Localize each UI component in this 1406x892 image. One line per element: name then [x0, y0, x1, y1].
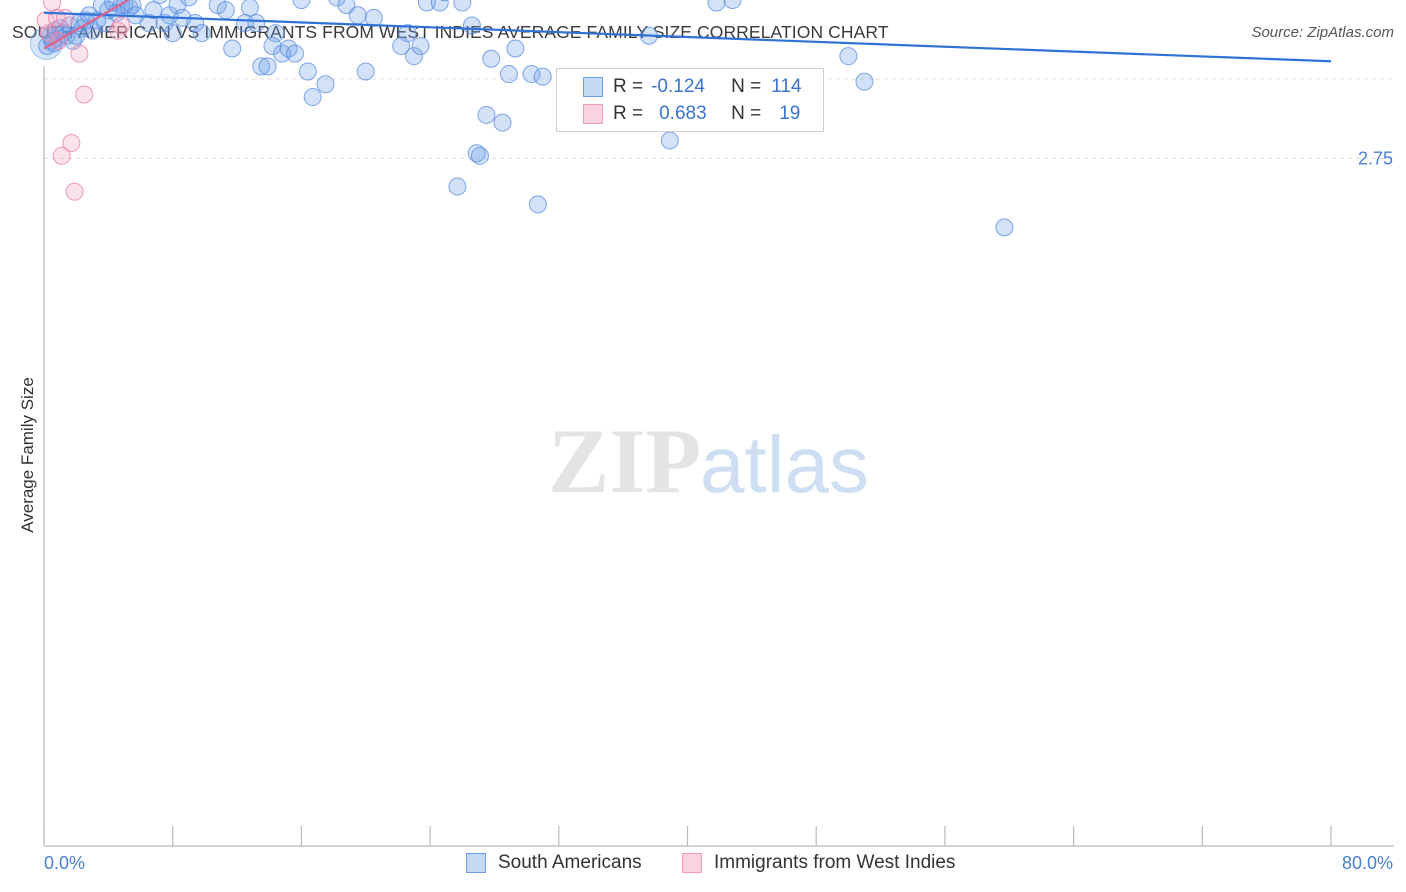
trend-line-south-americans	[43, 11, 1332, 63]
data-point	[348, 6, 367, 25]
data-point	[252, 57, 271, 76]
data-point	[180, 0, 198, 7]
data-point	[70, 44, 89, 63]
data-point	[493, 113, 512, 132]
data-point	[112, 16, 131, 35]
y-axis-label: Average Family Size	[18, 377, 37, 533]
data-point	[723, 0, 742, 9]
data-point	[470, 146, 489, 165]
data-point	[258, 57, 277, 76]
n-value: 19	[779, 103, 801, 124]
legend-item-south-americans: South Americans	[466, 852, 642, 874]
south-americans-points	[29, 0, 1014, 237]
data-point	[995, 218, 1014, 237]
data-point	[216, 1, 235, 20]
axes	[43, 66, 1394, 847]
n-value: 114	[771, 76, 802, 97]
data-point	[152, 0, 168, 4]
data-point	[411, 36, 430, 55]
data-point	[506, 39, 525, 58]
n-label: N =	[731, 76, 762, 97]
data-point	[839, 47, 858, 66]
data-point	[316, 75, 335, 94]
data-point	[482, 49, 501, 68]
data-point	[356, 62, 375, 81]
swatch-south-americans	[583, 77, 603, 97]
data-point	[462, 16, 481, 35]
data-point	[109, 21, 128, 40]
data-point	[855, 72, 874, 91]
stats-legend: R = -0.124 N = 114 R = 0.683 N = 19	[556, 68, 824, 132]
data-point	[364, 8, 383, 27]
data-point	[123, 0, 142, 15]
data-point	[477, 105, 496, 124]
data-point	[62, 134, 81, 153]
swatch-south-americans	[466, 853, 486, 873]
y-tick-label: 2.75	[1358, 148, 1393, 168]
stats-row-west-indies: R = 0.683 N = 19	[557, 101, 800, 127]
data-point	[707, 0, 726, 12]
source-credit: Source: ZipAtlas.com	[1251, 24, 1394, 41]
data-point	[240, 0, 259, 17]
data-point	[144, 1, 163, 20]
data-point	[660, 131, 679, 150]
trend-line-west-indies	[43, 0, 131, 50]
data-point	[430, 0, 449, 12]
data-point	[247, 13, 266, 32]
data-point	[298, 62, 317, 81]
data-point	[266, 24, 285, 43]
data-point	[65, 182, 84, 201]
swatch-west-indies	[682, 853, 702, 873]
data-point	[405, 47, 424, 66]
data-point	[328, 0, 346, 7]
r-label: R =	[613, 103, 644, 124]
data-point	[303, 88, 322, 107]
watermark-atlas: atlas	[700, 420, 869, 509]
data-point	[398, 24, 417, 43]
data-point	[192, 24, 211, 43]
data-point	[292, 0, 311, 9]
data-point	[467, 144, 486, 163]
data-point	[499, 65, 518, 84]
data-point	[448, 177, 467, 196]
data-point	[39, 24, 58, 43]
data-point	[92, 0, 111, 15]
swatch-west-indies	[583, 104, 603, 124]
trend-lines	[43, 0, 1332, 63]
stats-row-south-americans: R = -0.124 N = 114	[557, 74, 802, 100]
data-point	[52, 146, 71, 165]
r-label: R =	[613, 76, 644, 97]
data-point	[533, 67, 552, 86]
y-tick-labels: 2.753.504.255.00	[1358, 148, 1393, 168]
r-value: -0.124	[651, 76, 705, 97]
legend-label: South Americans	[498, 852, 642, 873]
data-point	[285, 44, 304, 63]
x-tick-label: 80.0%	[1342, 853, 1393, 873]
series-legend: South Americans Immigrants from West Ind…	[0, 852, 1406, 878]
data-point	[75, 85, 94, 104]
x-tick-label: 0.0%	[44, 853, 85, 873]
x-tick-labels: 0.0% 80.0%	[44, 853, 1393, 873]
data-point	[453, 0, 472, 12]
data-point	[55, 8, 74, 27]
watermark-zip: ZIP	[548, 410, 701, 512]
data-point	[528, 195, 547, 214]
data-point	[163, 24, 182, 43]
n-label: N =	[731, 103, 762, 124]
data-point	[439, 0, 450, 2]
data-point	[522, 65, 541, 84]
legend-item-west-indies: Immigrants from West Indies	[682, 852, 955, 874]
legend-label: Immigrants from West Indies	[714, 852, 956, 873]
r-value: 0.683	[659, 103, 707, 124]
data-point	[223, 39, 242, 58]
